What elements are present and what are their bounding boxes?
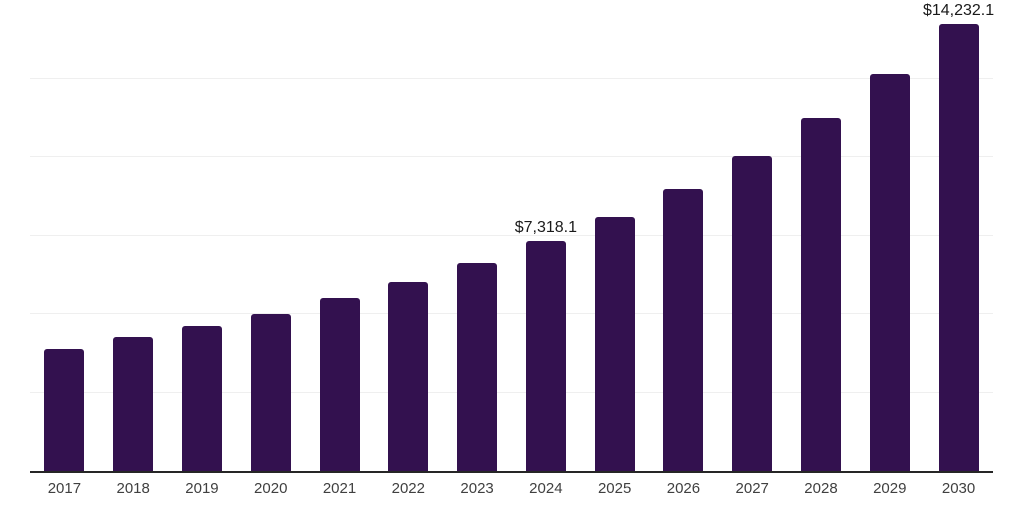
bar-2020 [250,314,291,471]
bar-2026 [663,188,704,471]
gridline-12500 [30,77,993,79]
x-tick-2024: 2024 [529,480,563,497]
bar-band-2027 [718,0,787,471]
x-tick-2030: 2030 [941,480,976,497]
x-tick-2018: 2018 [116,480,150,497]
bar-2029 [869,73,910,471]
bar-2028 [800,118,841,471]
bar-2023 [457,262,498,471]
x-axis-line [30,471,993,473]
bar-series: $7,318.1 $14,232.1 [30,0,994,471]
bar-band-2018 [99,0,168,471]
x-tick-2028: 2028 [804,480,838,497]
bar-band-2017 [30,0,99,471]
data-label-2030: $14,232.1 [922,2,995,20]
bar-2024: $7,318.1 [515,219,577,471]
bar-2025 [594,217,635,471]
bar-2019 [181,326,222,471]
x-tick-2025: 2025 [597,480,632,497]
bar-band-2024: $7,318.1 [511,0,580,471]
x-tick-2021: 2021 [322,480,357,497]
data-label-2024: $7,318.1 [514,219,577,237]
x-tick-2019: 2019 [185,480,219,497]
bar-band-2021 [305,0,374,471]
x-tick-2022: 2022 [391,480,425,497]
bar-2021 [319,298,360,471]
bar-band-2020 [236,0,305,471]
x-axis-tick-labels: 2017 2018 2019 2020 2021 2022 2023 2024 2025 2026… [30,480,993,497]
bar-2017 [44,348,85,471]
plot-area: $7,318.1 $14,232.1 [30,0,994,471]
gridline-7500 [30,234,993,236]
bar-band-2023 [443,0,512,471]
x-tick-2027: 2027 [735,480,769,497]
bar-band-2028 [787,0,856,471]
bar-band-2029 [855,0,924,471]
x-tick-2023: 2023 [460,480,494,497]
x-tick-2017: 2017 [47,480,82,497]
bar-2022 [388,281,429,471]
bar-2027 [732,155,773,471]
bar-band-2026 [649,0,718,471]
bar-band-2019 [168,0,237,471]
bar-band-2030: $14,232.1 [923,0,994,471]
x-tick-2020: 2020 [254,480,288,497]
bar-band-2025 [580,0,649,471]
bar-2030: $14,232.1 [923,2,994,471]
gridline-2500 [30,391,993,393]
bar-2018 [113,337,154,471]
bar-band-2022 [374,0,443,471]
x-tick-2029: 2029 [873,480,907,497]
gridline-10000 [30,156,993,158]
x-tick-2026: 2026 [666,480,701,497]
gridline-5000 [30,313,993,315]
